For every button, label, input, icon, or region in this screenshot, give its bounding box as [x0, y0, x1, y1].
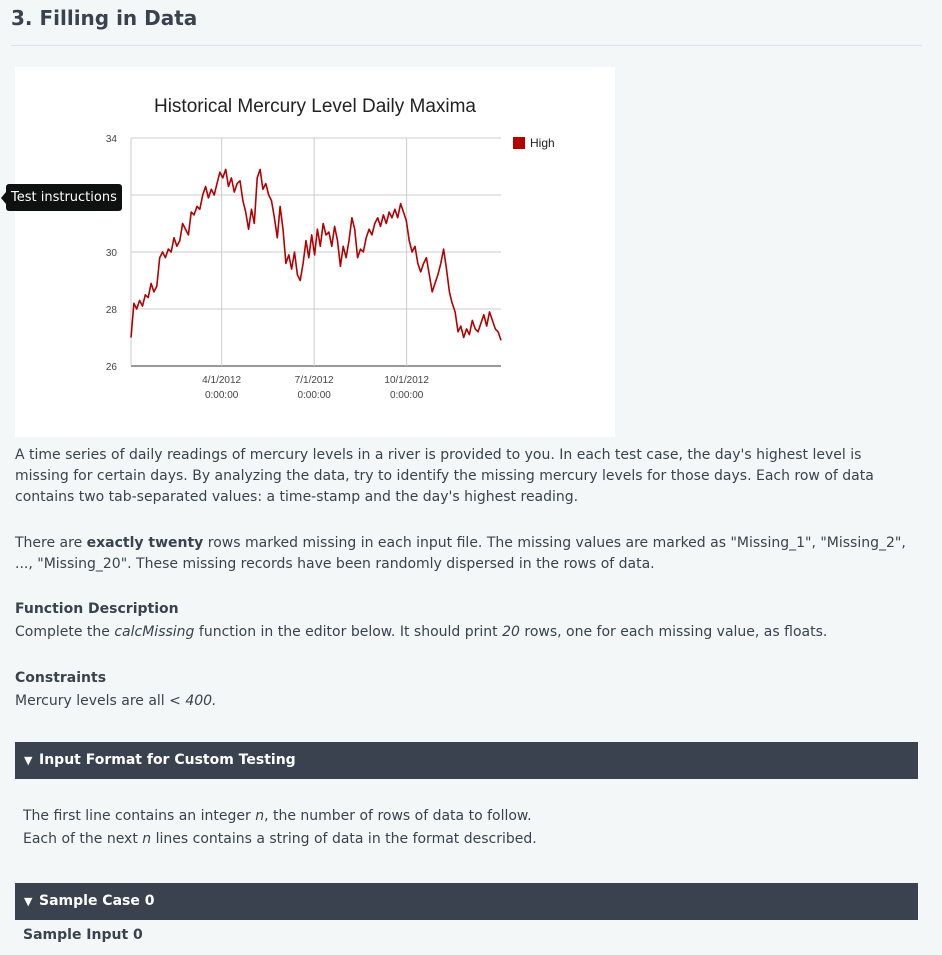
x-tick-date: 7/1/2012 — [295, 375, 334, 386]
sample-case-title: Sample Case 0 — [39, 893, 155, 909]
sample-case-0-toggle[interactable]: ▼ Sample Case 0 — [15, 883, 918, 920]
constraints-text-a: Mercury levels are all — [15, 693, 170, 709]
function-description-heading: Function Description — [15, 601, 179, 617]
ifmt-line1-a: The first line contains an integer — [23, 808, 256, 824]
missing-text-b: rows marked missing in each input file. … — [15, 535, 906, 572]
y-tick-label: 26 — [106, 362, 118, 373]
x-tick-date: 4/1/2012 — [202, 375, 241, 386]
func-text-c: rows, one for each missing value, as flo… — [519, 624, 828, 640]
ifmt-line2-a: Each of the next — [23, 831, 143, 847]
chart-grid — [130, 137, 501, 367]
mercury-chart: Historical Mercury Level Daily Maxima 34… — [15, 67, 615, 437]
x-tick-date: 10/1/2012 — [384, 375, 429, 386]
chart-svg: Historical Mercury Level Daily Maxima 34… — [106, 96, 555, 401]
y-axis-ticks: 34 30 28 26 — [106, 134, 118, 373]
ifmt-var-n: n — [255, 808, 265, 824]
caret-down-icon: ▼ — [24, 754, 33, 767]
page-title: 3. Filling in Data — [11, 6, 198, 30]
missing-text-bold: exactly twenty — [86, 535, 204, 551]
missing-rows-paragraph: There are exactly twenty rows marked mis… — [15, 533, 915, 575]
func-text-b: function in the editor below. It should … — [194, 624, 503, 640]
input-format-title: Input Format for Custom Testing — [39, 752, 296, 768]
ifmt-var-n-2: n — [142, 831, 152, 847]
legend-swatch-high — [513, 137, 525, 149]
constraints-heading: Constraints — [15, 670, 107, 686]
caret-down-icon: ▼ — [24, 895, 33, 908]
legend-label-high: High — [530, 136, 555, 150]
input-format-line-1: The first line contains an integer n, th… — [23, 805, 903, 828]
constraints-value: < 400. — [169, 693, 217, 709]
x-axis-ticks: 4/1/2012 0:00:00 7/1/2012 0:00:00 10/1/2012 0… — [202, 375, 429, 401]
chart-title: Historical Mercury Level Daily Maxima — [154, 96, 476, 117]
intro-paragraph: A time series of daily readings of mercu… — [15, 447, 874, 505]
x-tick-time: 0:00:00 — [205, 390, 239, 401]
y-tick-label: 30 — [106, 248, 118, 259]
func-count: 20 — [502, 624, 520, 640]
title-divider — [11, 45, 922, 46]
test-instructions-tooltip[interactable]: Test instructions — [1, 184, 122, 211]
y-tick-label: 28 — [106, 305, 118, 316]
y-tick-label: 34 — [106, 134, 118, 145]
input-format-toggle[interactable]: ▼ Input Format for Custom Testing — [15, 742, 918, 779]
function-description-text: Complete the calcMissing function in the… — [15, 622, 915, 643]
x-tick-time: 0:00:00 — [390, 390, 424, 401]
sample-input-label: Sample Input 0 — [23, 927, 143, 943]
func-name: calcMissing — [114, 624, 195, 640]
func-text-a: Complete the — [15, 624, 115, 640]
ifmt-line2-b: lines contains a string of data in the f… — [151, 831, 537, 847]
input-format-line-2: Each of the next n lines contains a stri… — [23, 828, 903, 851]
series-line-high — [130, 168, 502, 341]
x-tick-time: 0:00:00 — [297, 390, 331, 401]
ifmt-line1-b: , the number of rows of data to follow. — [264, 808, 532, 824]
missing-text-a: There are — [15, 535, 87, 551]
constraints-text: Mercury levels are all < 400. — [15, 691, 915, 712]
